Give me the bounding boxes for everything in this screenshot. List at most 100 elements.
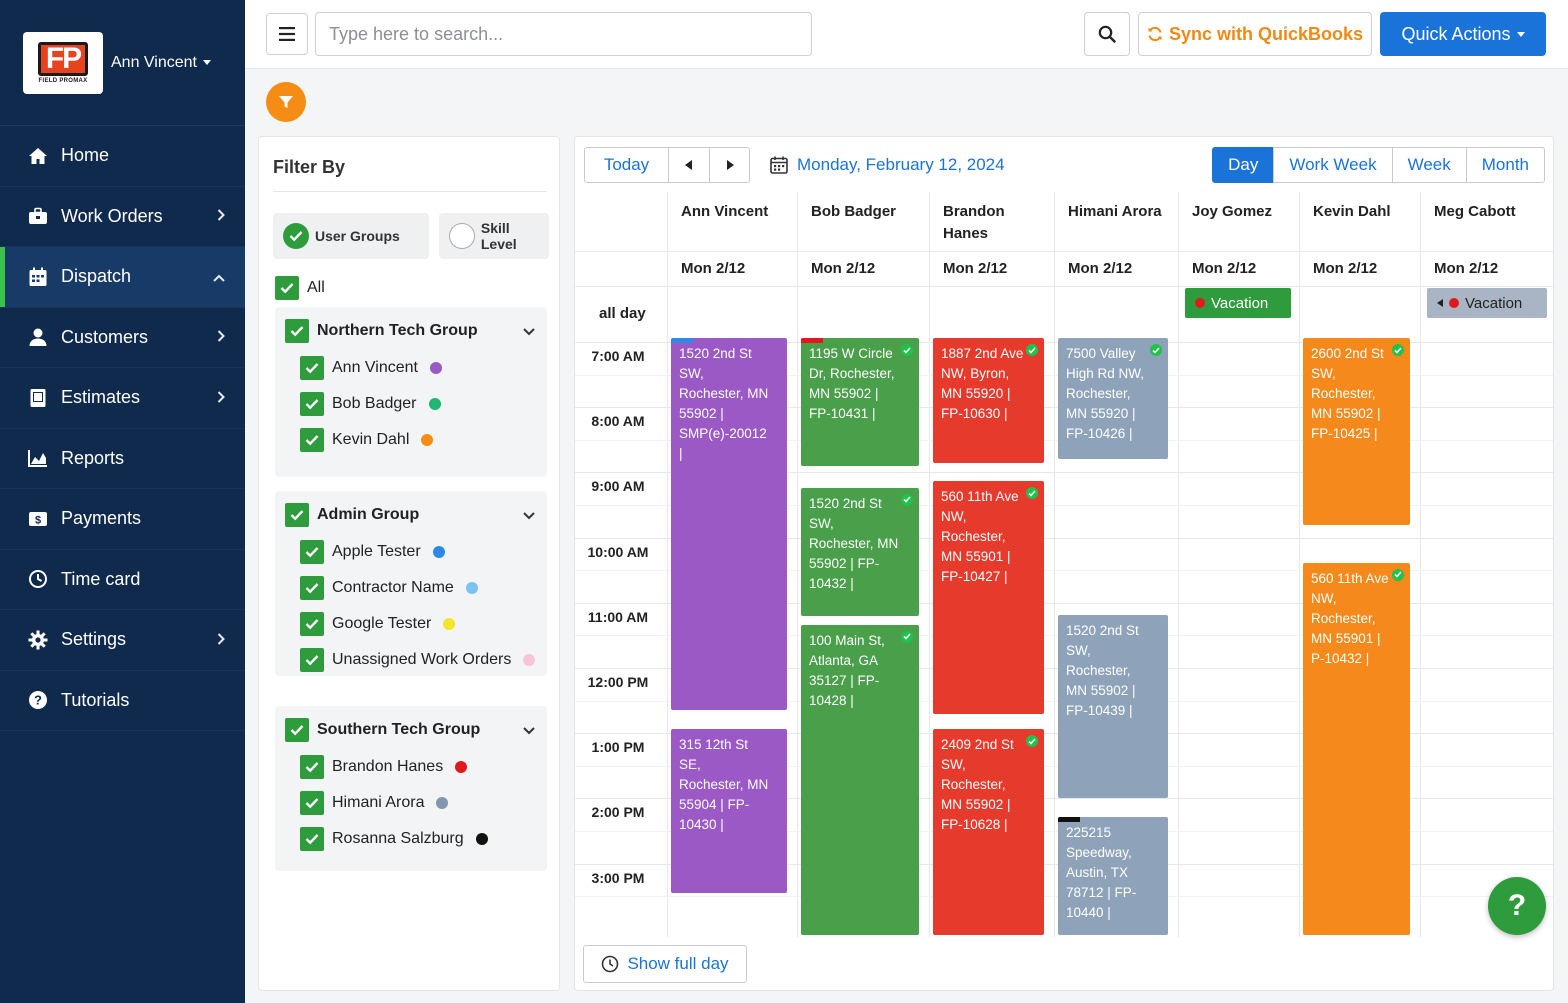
group-checkbox[interactable]: Northern Tech Group — [285, 319, 537, 343]
resource-name[interactable]: Joy Gomez — [1192, 203, 1273, 220]
filter-member-checkbox[interactable]: Rosanna Salzburg — [300, 827, 488, 851]
hamburger-icon — [279, 27, 295, 41]
checkbox-checked-icon — [300, 612, 324, 636]
user-menu[interactable]: Ann Vincent — [111, 54, 211, 72]
filter-member-checkbox[interactable]: Ann Vincent — [300, 356, 442, 380]
view-day-button[interactable]: Day — [1212, 147, 1275, 183]
next-day-button[interactable] — [709, 147, 750, 183]
chevron-right-icon — [217, 329, 225, 345]
skill-level-toggle[interactable]: Skill Level — [439, 213, 549, 259]
chevron-down-icon[interactable] — [523, 507, 535, 523]
sidebar-item-payments[interactable]: $ Payments — [0, 489, 245, 550]
work-order-event[interactable]: 2409 2nd St SW, Rochester, MN 55902 | FP… — [933, 729, 1044, 935]
work-order-event[interactable]: 1520 2nd St SW, Rochester, MN 55902 | SM… — [671, 338, 787, 711]
filter-member-checkbox[interactable]: Brandon Hanes — [300, 755, 468, 779]
view-week-button[interactable]: Week — [1391, 147, 1467, 183]
date-picker[interactable]: Monday, February 12, 2024 — [769, 147, 1005, 183]
work-order-event[interactable]: 7500 Valley High Rd NW, Rochester, MN 55… — [1058, 338, 1168, 460]
today-button[interactable]: Today — [584, 147, 669, 183]
event-text: 2600 2nd St SW, Rochester, MN 55902 | FP… — [1311, 346, 1384, 441]
sidebar-item-estimates[interactable]: Estimates — [0, 368, 245, 429]
clock-icon — [602, 955, 619, 973]
filter-all-checkbox[interactable]: All — [275, 276, 325, 300]
sidebar-item-tutorials[interactable]: ? Tutorials — [0, 671, 245, 731]
checkbox-checked-icon — [300, 791, 324, 815]
chevron-right-icon — [217, 208, 225, 224]
sidebar-item-work-orders[interactable]: Work Orders — [0, 187, 245, 247]
work-order-event[interactable]: 560 11th Ave NW, Rochester, MN 55901 | P… — [1303, 562, 1410, 935]
group-name: Southern Tech Group — [317, 721, 481, 738]
user-groups-toggle[interactable]: User Groups — [273, 213, 429, 259]
filter-member-checkbox[interactable]: Bob Badger — [300, 392, 441, 416]
work-order-event[interactable]: 100 Main St, Atlanta, GA 35127 | FP-1042… — [801, 624, 919, 935]
work-order-event[interactable]: 1887 2nd Ave NW, Byron, MN 55920 | FP-10… — [933, 338, 1044, 463]
filter-member-checkbox[interactable]: Apple Tester — [300, 540, 445, 564]
sidebar-item-customers[interactable]: Customers — [0, 308, 245, 368]
company-logo[interactable]: FP FIELD PROMAX — [23, 31, 103, 94]
sidebar-item-label: Work Orders — [61, 205, 163, 226]
chevron-right-icon — [217, 390, 225, 406]
chevron-down-icon[interactable] — [523, 323, 535, 339]
sync-quickbooks-button[interactable]: Sync with QuickBooks — [1138, 12, 1372, 56]
view-month-button[interactable]: Month — [1465, 147, 1545, 183]
sidebar-item-settings[interactable]: Settings — [0, 610, 245, 671]
sidebar-item-reports[interactable]: Reports — [0, 429, 245, 489]
chevron-down-icon[interactable] — [523, 722, 535, 738]
sidebar-item-time-card[interactable]: Time card — [0, 550, 245, 610]
user-groups-label: User Groups — [315, 228, 400, 244]
sidebar-item-label: Payments — [61, 508, 142, 529]
resource-name[interactable]: Meg Cabott — [1434, 203, 1516, 220]
event-text: 225215 Speedway, Austin, TX 78712 | FP-1… — [1066, 825, 1137, 921]
show-full-day-button[interactable]: Show full day — [583, 945, 747, 983]
work-order-event[interactable]: 315 12th St SE, Rochester, MN 55904 | FP… — [671, 729, 787, 893]
event-text: 7500 Valley High Rd NW, Rochester, MN 55… — [1066, 346, 1145, 441]
resource-name[interactable]: Brandon Hanes — [943, 203, 1005, 242]
search-button[interactable] — [1084, 12, 1130, 56]
filter-toggle-button[interactable] — [266, 82, 306, 122]
filter-member-checkbox[interactable]: Contractor Name — [300, 576, 478, 600]
group-checkbox[interactable]: Southern Tech Group — [285, 718, 537, 742]
search-input[interactable] — [315, 12, 812, 56]
filter-member-checkbox[interactable]: Himani Arora — [300, 791, 449, 815]
work-order-event[interactable]: 225215 Speedway, Austin, TX 78712 | FP-1… — [1058, 817, 1168, 935]
resource-name[interactable]: Himani Arora — [1068, 203, 1162, 220]
group-checkbox[interactable]: Admin Group — [285, 503, 537, 527]
question-icon: ? — [27, 689, 49, 711]
completed-check-icon — [1392, 568, 1404, 581]
filter-member-checkbox[interactable]: Google Tester — [300, 612, 456, 636]
logo-mark: FP — [37, 41, 89, 76]
checkbox-checked-icon — [285, 319, 309, 343]
chevron-right-icon — [726, 160, 734, 170]
help-button[interactable]: ? — [1488, 877, 1546, 935]
time-label: 2:00 PM — [591, 804, 645, 821]
filter-group: Southern Tech Group Brandon Hanes Himani A… — [275, 706, 547, 871]
checkbox-checked-icon — [300, 428, 324, 452]
quick-actions-button[interactable]: Quick Actions — [1380, 12, 1546, 56]
member-color-dot — [455, 761, 468, 773]
resource-name[interactable]: Bob Badger — [811, 203, 897, 220]
resource-name[interactable]: Kevin Dahl — [1313, 203, 1391, 220]
work-order-event[interactable]: 1195 W Circle Dr, Rochester, MN 55902 | … — [801, 338, 919, 466]
work-order-event[interactable]: 560 11th Ave NW, Rochester, MN 55901 | F… — [933, 481, 1044, 714]
filter-member-checkbox[interactable]: Kevin Dahl — [300, 428, 434, 452]
menu-toggle-button[interactable] — [266, 13, 308, 55]
work-order-event[interactable]: 2600 2nd St SW, Rochester, MN 55902 | FP… — [1303, 338, 1410, 525]
sidebar-item-label: Time card — [61, 568, 141, 589]
prev-day-button[interactable] — [668, 147, 710, 183]
member-color-dot — [428, 398, 441, 410]
hour-line — [575, 602, 1553, 604]
resource-name[interactable]: Ann Vincent — [681, 203, 769, 220]
column-divider — [1054, 192, 1055, 937]
priority-strip — [1058, 817, 1080, 823]
filter-member-checkbox[interactable]: Unassigned Work Orders — [300, 648, 536, 672]
work-order-event[interactable]: 1520 2nd St SW, Rochester, MN 55902 | FP… — [1058, 615, 1168, 799]
vacation-event[interactable]: Vacation — [1427, 288, 1547, 318]
vacation-event[interactable]: Vacation — [1185, 288, 1291, 318]
sidebar-item-dispatch[interactable]: Dispatch — [0, 247, 245, 308]
sidebar-item-home[interactable]: Home — [0, 126, 245, 187]
view-work-week-button[interactable]: Work Week — [1273, 147, 1393, 183]
work-order-event[interactable]: 1520 2nd St SW, Rochester, MN 55902 | FP… — [801, 487, 919, 616]
all-day-label: all day — [599, 305, 646, 322]
half-hour-line — [575, 505, 1553, 506]
sync-label: Sync with QuickBooks — [1168, 23, 1364, 44]
